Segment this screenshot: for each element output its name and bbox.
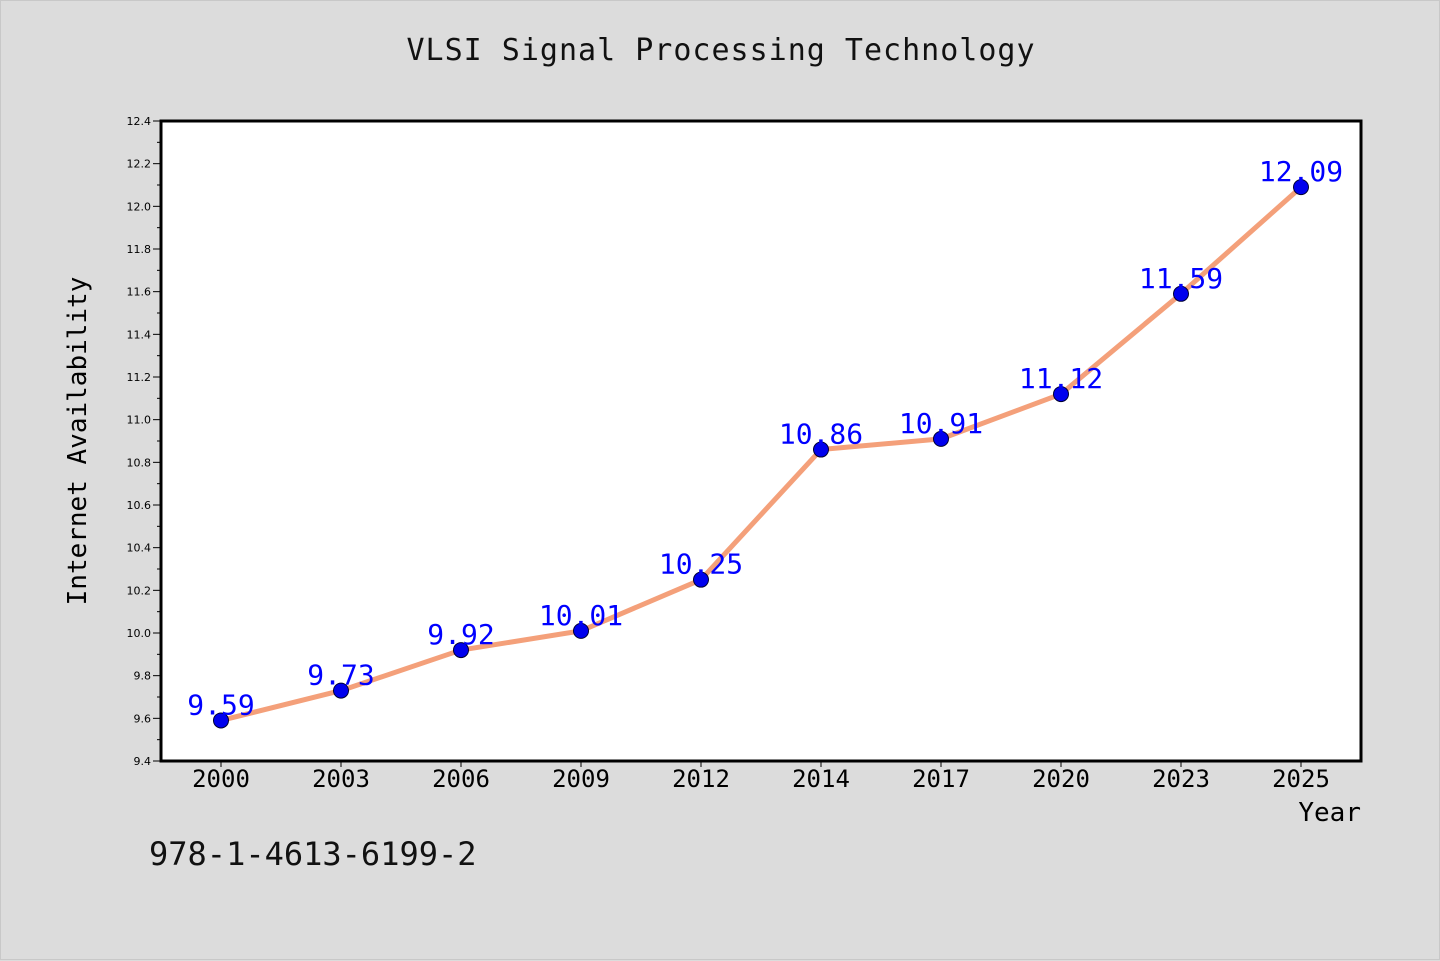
data-label: 9.92: [427, 618, 494, 651]
data-point: [933, 430, 949, 447]
x-tick-label: 2025: [1272, 765, 1330, 793]
data-point: [333, 682, 349, 699]
data-point: [573, 622, 589, 639]
data-point: [1053, 386, 1069, 403]
plot-area: [161, 121, 1361, 761]
data-label: 11.59: [1139, 262, 1223, 295]
y-tick-label: 12.2: [127, 158, 152, 171]
x-tick-label: 2014: [792, 765, 850, 793]
y-tick-label: 11.6: [127, 286, 152, 299]
x-tick-label: 2006: [432, 765, 490, 793]
y-tick-label: 11.4: [127, 328, 152, 341]
y-tick-label: 9.4: [134, 755, 152, 768]
data-label: 11.12: [1019, 362, 1103, 395]
y-tick-label: 11.8: [127, 243, 152, 256]
footer-isbn: 978-1-4613-6199-2: [149, 835, 477, 873]
data-label: 10.25: [659, 548, 743, 581]
x-tick-label: 2017: [912, 765, 970, 793]
y-tick-label: 10.6: [127, 499, 152, 512]
data-point: [1173, 285, 1189, 302]
x-tick-label: 2000: [192, 765, 250, 793]
y-tick-label: 10.4: [127, 542, 152, 555]
x-tick-label: 2003: [312, 765, 370, 793]
x-tick-label: 2009: [552, 765, 610, 793]
y-tick-label: 11.2: [127, 371, 152, 384]
y-axis-label: Internet Availability: [63, 277, 93, 606]
data-point: [813, 441, 829, 458]
data-point: [213, 712, 229, 729]
y-tick-label: 11.0: [127, 414, 152, 427]
series-line: [218, 184, 1304, 723]
plot-frame: [159, 119, 1363, 763]
data-point: [1293, 179, 1309, 196]
data-point: [453, 642, 469, 659]
x-tick-label: 2020: [1032, 765, 1090, 793]
chart-title: VLSI Signal Processing Technology: [406, 33, 1036, 68]
y-tick-label: 12.4: [127, 115, 152, 128]
data-label: 9.59: [187, 688, 254, 721]
data-point: [693, 571, 709, 588]
y-tick-label: 10.0: [127, 627, 152, 640]
data-label: 10.91: [899, 407, 983, 440]
data-label: 10.01: [539, 599, 623, 632]
x-tick-label: 2012: [672, 765, 730, 793]
data-label: 9.73: [307, 659, 374, 692]
x-axis-label: Year: [1298, 798, 1361, 828]
x-tick-label: 2023: [1152, 765, 1210, 793]
data-label: 10.86: [779, 418, 863, 451]
y-tick-label: 12.0: [127, 200, 152, 213]
y-tick-label: 10.2: [127, 584, 152, 597]
y-tick-label: 9.8: [134, 670, 152, 683]
y-tick-label: 10.8: [127, 456, 152, 469]
data-label: 12.09: [1259, 155, 1343, 188]
y-tick-label: 9.6: [134, 712, 152, 725]
